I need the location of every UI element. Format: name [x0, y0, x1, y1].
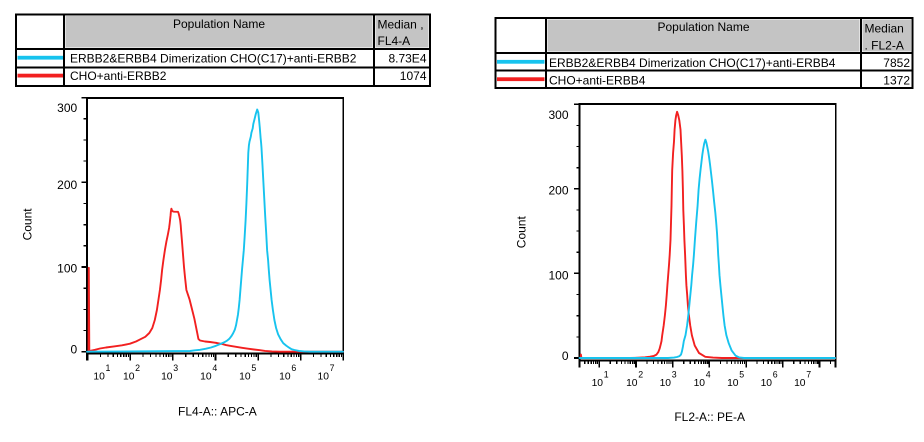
svg-text:10: 10	[761, 378, 773, 389]
svg-text:100: 100	[57, 262, 77, 276]
svg-text:10: 10	[123, 372, 135, 383]
svg-text:10: 10	[317, 372, 329, 383]
svg-text:10: 10	[660, 378, 672, 389]
svg-text:5: 5	[251, 363, 256, 373]
svg-text:6: 6	[291, 363, 296, 373]
svg-text:Count: Count	[21, 208, 35, 241]
svg-text:Population Name: Population Name	[657, 20, 749, 34]
svg-text:10: 10	[794, 378, 806, 389]
svg-text:10: 10	[727, 378, 739, 389]
svg-text:FL4-A: FL4-A	[378, 34, 411, 48]
svg-text:7: 7	[330, 363, 335, 373]
svg-text:300: 300	[548, 108, 568, 122]
svg-text:10: 10	[161, 372, 173, 383]
svg-text:8.73E4: 8.73E4	[388, 52, 426, 66]
svg-text:10: 10	[279, 372, 291, 383]
svg-text:4: 4	[212, 363, 217, 373]
svg-text:Median ,: Median ,	[378, 17, 424, 31]
svg-text:ERBB2&ERBB4 Dimerization CHO(C: ERBB2&ERBB4 Dimerization CHO(C17)+anti-E…	[549, 56, 836, 70]
svg-text:200: 200	[548, 184, 568, 198]
svg-text:4: 4	[706, 370, 711, 380]
svg-text:1: 1	[604, 370, 609, 380]
svg-text:2: 2	[135, 363, 140, 373]
svg-text:1074: 1074	[400, 69, 427, 83]
svg-text:. FL2-A: . FL2-A	[865, 39, 904, 53]
svg-text:0: 0	[71, 343, 78, 357]
svg-text:0: 0	[562, 349, 569, 363]
svg-text:5: 5	[739, 370, 744, 380]
svg-text:Population Name: Population Name	[173, 17, 265, 31]
svg-text:7: 7	[806, 370, 811, 380]
svg-text:10: 10	[239, 372, 251, 383]
svg-text:10: 10	[592, 378, 604, 389]
svg-text:1: 1	[106, 363, 111, 373]
svg-text:Count: Count	[515, 216, 529, 249]
svg-text:7852: 7852	[883, 56, 910, 70]
svg-text:10: 10	[694, 378, 706, 389]
svg-text:Median: Median	[865, 22, 904, 36]
svg-text:CHO+anti-ERBB2: CHO+anti-ERBB2	[70, 69, 167, 83]
svg-text:2: 2	[638, 370, 643, 380]
svg-text:1372: 1372	[883, 74, 910, 88]
svg-text:FL4-A:: APC-A: FL4-A:: APC-A	[178, 404, 257, 418]
svg-text:10: 10	[200, 372, 212, 383]
svg-text:3: 3	[672, 370, 677, 380]
svg-text:100: 100	[548, 268, 568, 282]
svg-text:ERBB2&ERBB4 Dimerization CHO(C: ERBB2&ERBB4 Dimerization CHO(C17)+anti-E…	[70, 52, 357, 66]
svg-text:3: 3	[173, 363, 178, 373]
svg-text:300: 300	[57, 101, 77, 115]
svg-text:6: 6	[773, 370, 778, 380]
svg-text:200: 200	[57, 178, 77, 192]
svg-text:FL2-A:: PE-A: FL2-A:: PE-A	[674, 410, 745, 424]
svg-text:10: 10	[626, 378, 638, 389]
svg-text:10: 10	[93, 372, 105, 383]
svg-text:CHO+anti-ERBB4: CHO+anti-ERBB4	[549, 74, 646, 88]
